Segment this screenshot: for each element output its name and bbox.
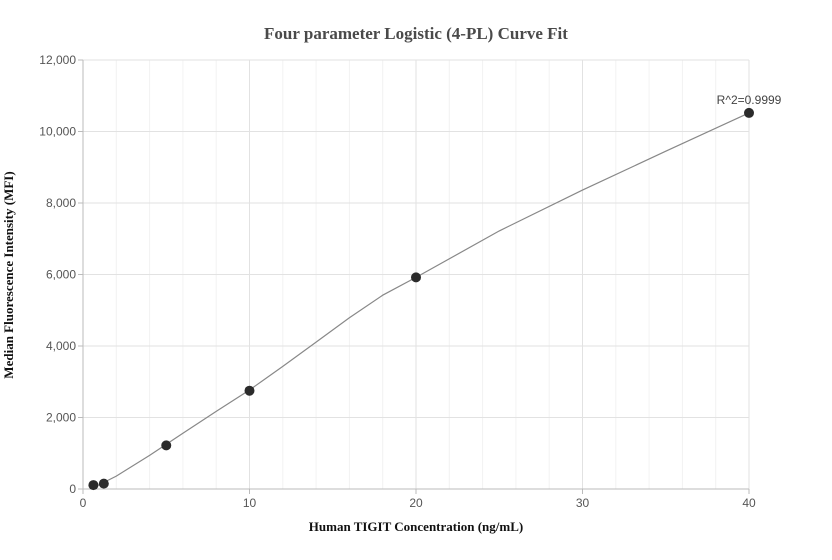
- data-point: [411, 272, 421, 283]
- y-tick-label: 12,000: [39, 53, 76, 67]
- axes: [78, 59, 750, 494]
- x-tick-label: 10: [243, 496, 257, 510]
- x-tick-label: 20: [409, 496, 423, 510]
- y-axis-label: Median Fluorescence Intensity (MFI): [1, 171, 16, 378]
- x-tick-label: 40: [742, 496, 756, 510]
- y-tick-label: 8,000: [46, 196, 76, 210]
- y-tick-label: 6,000: [46, 268, 76, 282]
- y-tick-label: 10,000: [39, 125, 76, 139]
- r-squared-annotation: R^2=0.9999: [717, 93, 782, 107]
- tick-labels: 0 10 20 30 40 0 2,000 4,000 6,000 8,000 10,000 12,0…: [39, 53, 756, 510]
- x-tick-label: 0: [80, 496, 87, 510]
- chart-title: Four parameter Logistic (4-PL) Curve Fit: [264, 24, 568, 43]
- data-points: [88, 107, 754, 491]
- data-point: [161, 440, 172, 451]
- y-tick-label: 0: [69, 482, 76, 496]
- fit-curve: [93, 112, 750, 489]
- x-tick-label: 30: [576, 496, 590, 510]
- data-point: [88, 480, 99, 491]
- data-point: [98, 478, 109, 489]
- x-axis-label: Human TIGIT Concentration (ng/mL): [309, 519, 523, 534]
- y-tick-label: 4,000: [46, 339, 76, 353]
- data-point: [244, 385, 255, 396]
- data-point: [744, 107, 754, 118]
- y-tick-label: 2,000: [46, 411, 76, 425]
